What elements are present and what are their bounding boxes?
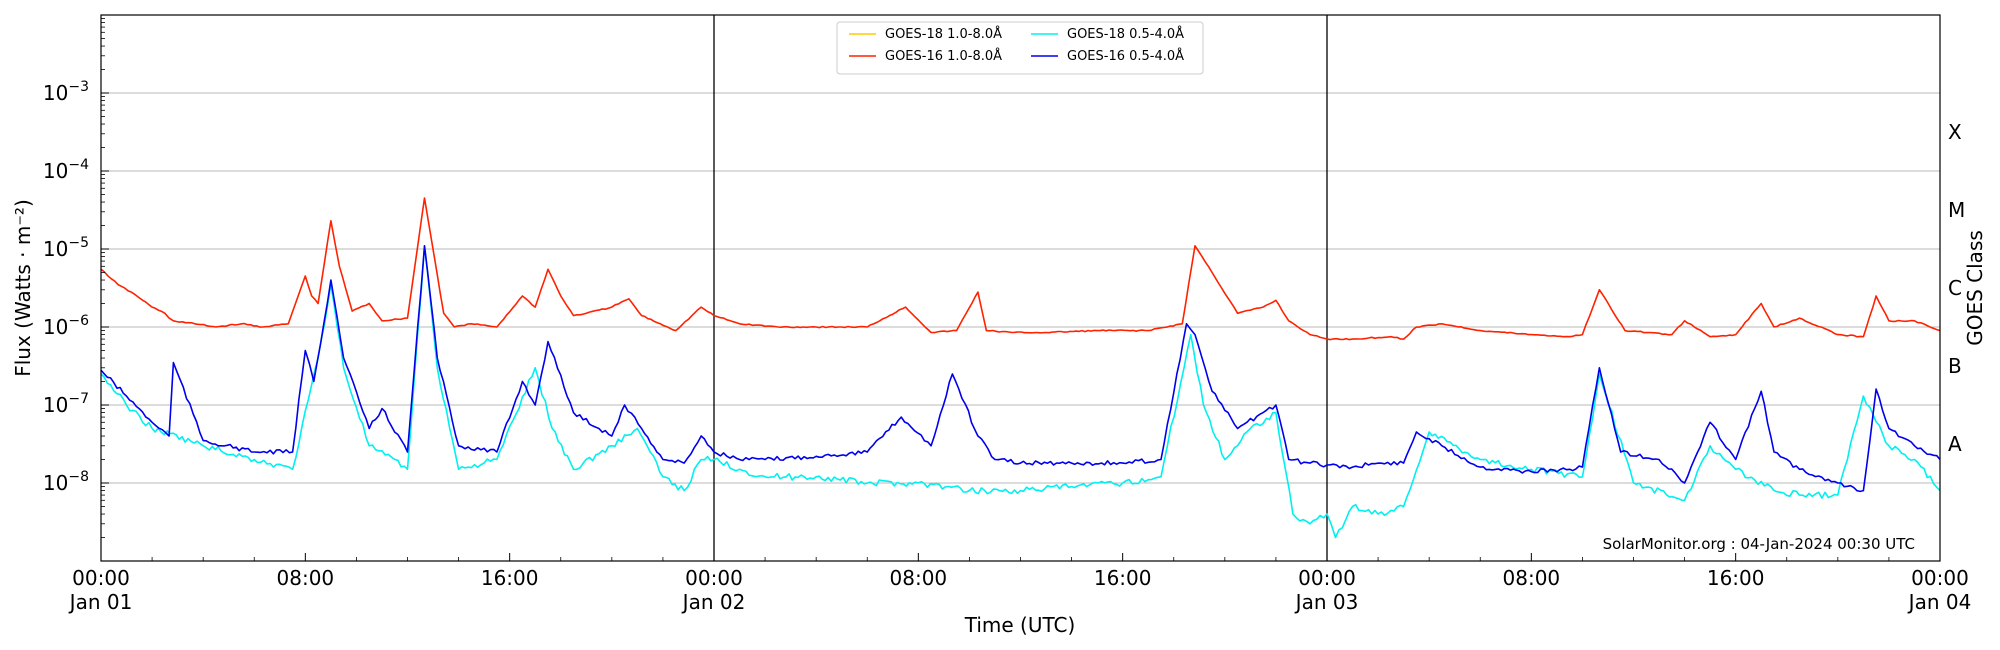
y-tick-exponent-0: −8 (68, 469, 89, 485)
class-label-C: C (1948, 276, 1962, 300)
day-separators (713, 15, 1328, 561)
x-tick-date-3: Jan 02 (681, 590, 746, 614)
x-tick-label-1: 08:00 (277, 566, 335, 590)
legend-label-3: GOES-16 0.5-4.0Å (1067, 48, 1184, 64)
x-tick-label-5: 16:00 (1094, 566, 1152, 590)
x-tick-label-2: 16:00 (481, 566, 539, 590)
y-tick-exponent-2: −6 (68, 313, 89, 329)
x-tick-label-0: 00:00 (72, 566, 130, 590)
x-tick-date-6: Jan 03 (1294, 590, 1359, 614)
x-tick-label-8: 16:00 (1707, 566, 1765, 590)
y-axis-title: Flux (Watts · m⁻²) (11, 199, 35, 377)
y-tick-label-4: 10−4 (43, 157, 89, 183)
gridlines (101, 92, 1940, 484)
legend-label-2: GOES-18 0.5-4.0Å (1067, 26, 1184, 42)
series-line-2 (100, 245, 1941, 539)
goes-class-labels: A B C M X (1948, 120, 1965, 456)
y-tick-exponent-5: −3 (68, 79, 89, 95)
x-tick-label-9: 00:00 (1911, 566, 1969, 590)
credit-text: SolarMonitor.org : 04-Jan-2024 00:30 UTC (1603, 535, 1915, 553)
x-tick-label-7: 08:00 (1503, 566, 1561, 590)
y-tick-exponent-3: −5 (68, 235, 89, 251)
legend-label-1: GOES-16 1.0-8.0Å (885, 48, 1002, 64)
series-line-1 (100, 197, 1941, 341)
x-tick-label-3: 00:00 (685, 566, 743, 590)
class-label-X: X (1948, 120, 1962, 144)
x-tick-date-0: Jan 01 (68, 590, 133, 614)
class-label-M: M (1948, 198, 1965, 222)
x-tick-label-4: 08:00 (890, 566, 948, 590)
y2-axis-title: GOES Class (1963, 230, 1987, 346)
legend-box (836, 21, 1204, 75)
x-axis-title: Time (UTC) (964, 613, 1076, 637)
legend: GOES-18 1.0-8.0Å GOES-16 1.0-8.0Å GOES-18 … (836, 21, 1204, 75)
class-label-A: A (1948, 432, 1962, 456)
class-label-B: B (1948, 354, 1962, 378)
series-line-3 (100, 245, 1941, 493)
y-tick-exponent-1: −7 (68, 391, 89, 407)
series-lines (100, 197, 1941, 539)
x-tick-date-9: Jan 04 (1907, 590, 1972, 614)
legend-label-0: GOES-18 1.0-8.0Å (885, 26, 1002, 42)
y-tick-exponent-4: −4 (68, 157, 89, 173)
x-tick-label-6: 00:00 (1298, 566, 1356, 590)
